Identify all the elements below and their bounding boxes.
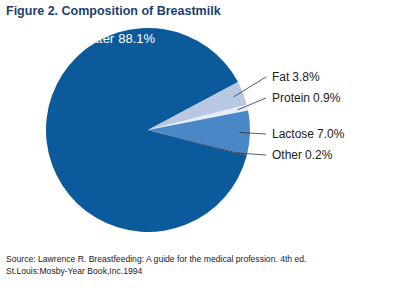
leader-line (238, 98, 266, 110)
slice-label: Water88.1% (80, 31, 156, 46)
slice-label: Other0.2% (272, 148, 333, 162)
slice-label-name: Other (272, 148, 302, 162)
slice-label-value: 0.2% (305, 148, 333, 162)
slice-label: Fat3.8% (272, 70, 320, 84)
slice-label-name: Water (80, 31, 115, 46)
slice-label-value: 0.9% (313, 91, 341, 105)
pie-slice (148, 130, 247, 156)
pie-slice (148, 110, 250, 154)
slice-label: Protein0.9% (272, 91, 341, 105)
slice-label-name: Lactose (272, 127, 314, 141)
slice-label-value: 7.0% (317, 127, 345, 141)
source-note: St.Louis:Mosby-Year Book,Inc.1994 (6, 266, 143, 276)
title: Figure 2. Composition of Breastmilk (6, 4, 221, 18)
slice-label-value: 88.1% (118, 31, 155, 46)
slice-label-value: 3.8% (292, 70, 320, 84)
leader-line (240, 132, 266, 134)
slice-label-name: Protein (272, 91, 310, 105)
chart: Figure 2. Composition of Breastmilk Water… (0, 0, 393, 288)
pie (46, 28, 250, 232)
source-note: Source: Lawrence R. Breastfeeding: A gui… (6, 254, 306, 264)
leader-line (237, 153, 266, 155)
slice-label: Lactose7.0% (272, 127, 345, 141)
slice-label-name: Fat (272, 70, 290, 84)
leader-line (234, 77, 266, 97)
